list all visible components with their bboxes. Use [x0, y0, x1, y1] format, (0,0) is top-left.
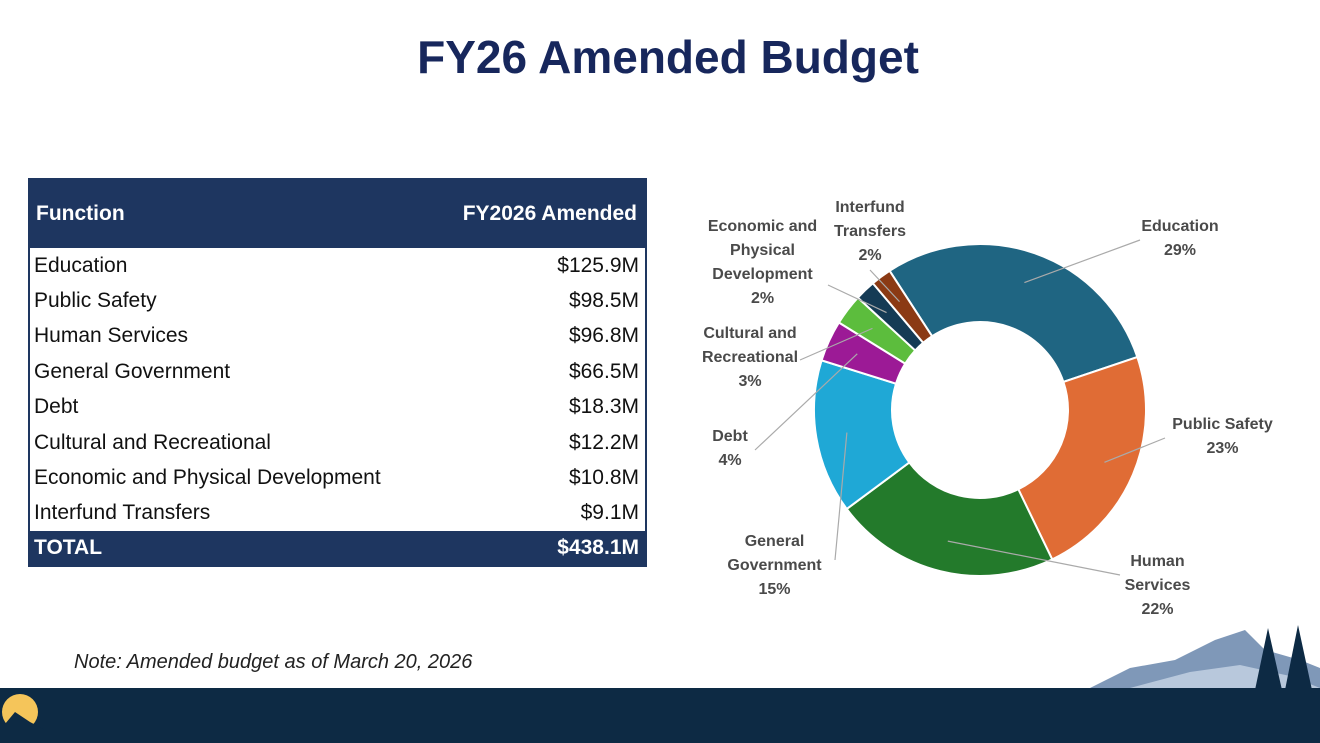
slice-label: Debt 4% [690, 425, 770, 473]
table-row: Public Safety $98.5M [29, 283, 646, 318]
amount-cell: $18.3M [568, 395, 639, 419]
slice-name: Human Services [1124, 553, 1191, 594]
leader-line [1104, 437, 1166, 463]
table-row: Economic and Physical Development $10.8M [29, 460, 646, 495]
slice-name: Education [1141, 218, 1219, 235]
function-cell: Cultural and Recreational [34, 430, 271, 454]
slice-value: 3% [738, 373, 762, 390]
slice-label: Cultural and Recreational 3% [690, 322, 810, 394]
amount-cell: $98.5M [568, 289, 639, 313]
tree [1285, 625, 1312, 690]
function-cell: Debt [34, 395, 79, 419]
slice-label: Interfund Transfers 2% [820, 196, 920, 268]
slice-name: Debt [712, 428, 748, 445]
table-row: Interfund Transfers $9.1M [29, 496, 646, 531]
function-cell: Economic and Physical Development [34, 466, 381, 490]
slice-value: 2% [858, 247, 882, 264]
function-cell: Human Services [34, 324, 189, 348]
table-row: Human Services $96.8M [29, 319, 646, 354]
slice-name: Public Safety [1172, 416, 1273, 433]
note: Note: Amended budget as of March 20, 202… [74, 651, 473, 673]
leader-line [827, 284, 887, 314]
slice-value: 2% [750, 290, 775, 307]
leader-line [834, 432, 848, 561]
table-row: Cultural and Recreational $12.2M [29, 425, 646, 460]
slice-name: General Government [727, 533, 822, 574]
slice-value: 15% [758, 581, 791, 598]
slice-label: Human Services 22% [1110, 550, 1205, 622]
leader-line [799, 327, 873, 361]
slice-value: 29% [1163, 242, 1197, 259]
slice-label: Public Safety 23% [1160, 413, 1285, 461]
total-label: TOTAL [29, 531, 433, 567]
amount-cell: $125.9M [557, 253, 639, 277]
function-cell: Public Safety [34, 289, 157, 313]
amount-cell: $9.1M [580, 501, 639, 525]
slice-name: Cultural and Recreational [701, 325, 799, 366]
slice-value: 23% [1206, 440, 1239, 457]
donut-slice [888, 243, 1139, 384]
leader-line [869, 269, 900, 303]
leader-line [754, 353, 858, 451]
function-cell: General Government [34, 359, 231, 383]
table-row: Debt $18.3M [29, 390, 646, 425]
slice-value: 4% [718, 452, 742, 469]
leader-line [947, 540, 1121, 576]
slice-name: Economic and Physical Development [707, 218, 818, 283]
amount-cell: $10.8M [568, 466, 639, 490]
table-header: Function FY2026 Amended [29, 179, 646, 248]
function-cell: Interfund Transfers [34, 501, 211, 525]
table-row: Education $125.9M [29, 248, 646, 283]
tree [1255, 628, 1282, 690]
header-cell: FY2026 Amended [432, 179, 646, 248]
amount-cell: $12.2M [568, 430, 639, 454]
table-row: General Government $66.5M [29, 354, 646, 389]
amount-cell: $96.8M [568, 324, 639, 348]
slice-value: 22% [1141, 601, 1174, 618]
logo [0, 712, 45, 730]
header-cell: Function [29, 179, 433, 248]
slide-title: FY26 Amended Budget [417, 31, 919, 83]
function-cell: Education [34, 253, 128, 277]
slice-name: Interfund Transfers [833, 199, 907, 240]
total-amount: $438.1M [432, 531, 646, 567]
slice-label: Economic and Physical Development 2% [700, 215, 825, 311]
donut-slice [1016, 355, 1147, 561]
budget-table: Function FY2026 Amended Education $125.9M… [28, 178, 647, 568]
slice-label: General Government 15% [712, 530, 837, 602]
table-body: Education $125.9M Public Safety $98.5M Human… [29, 248, 646, 567]
leader-line [1024, 239, 1141, 284]
footer-band [0, 688, 1320, 743]
total-row: TOTAL $438.1M [29, 531, 646, 567]
slice-label: Education 29% [1115, 215, 1245, 263]
donut-slice [845, 461, 1054, 577]
amount-cell: $66.5M [568, 359, 639, 383]
